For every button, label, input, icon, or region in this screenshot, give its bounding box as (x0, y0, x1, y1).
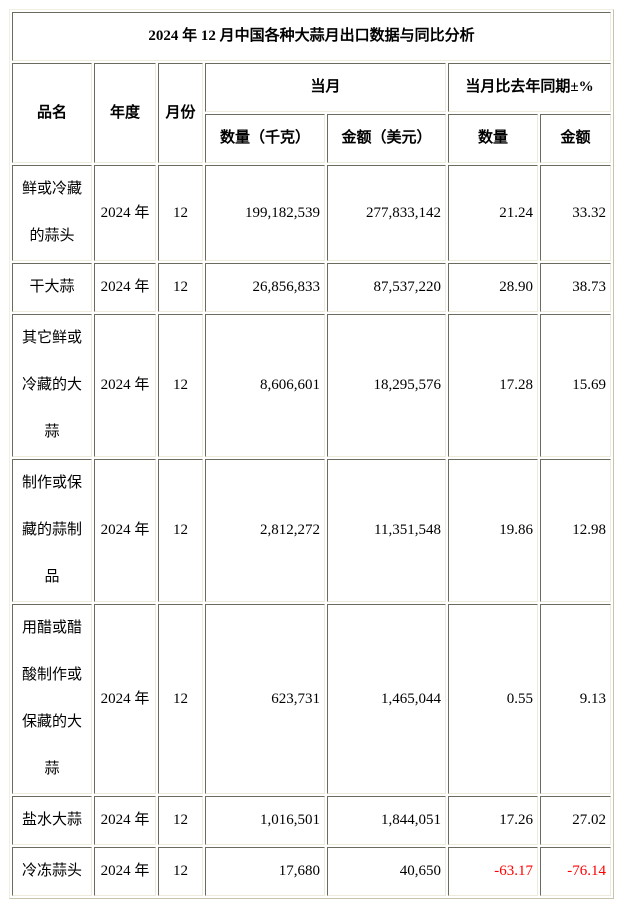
year-cell: 2024 年 (94, 459, 156, 602)
year-cell: 2024 年 (94, 314, 156, 457)
yoy-quantity-cell: 19.86 (448, 459, 538, 602)
amount-cell: 11,351,548 (327, 459, 446, 602)
year-cell: 2024 年 (94, 263, 156, 312)
table-row: 干大蒜 2024 年 12 26,856,833 87,537,220 28.9… (12, 263, 611, 312)
header-product: 品名 (12, 63, 92, 163)
year-cell: 2024 年 (94, 165, 156, 261)
year-cell: 2024 年 (94, 796, 156, 845)
yoy-amount-cell: 38.73 (540, 263, 611, 312)
table-row: 用醋或醋酸制作或保藏的大蒜 2024 年 12 623,731 1,465,04… (12, 604, 611, 794)
yoy-quantity-cell: 17.26 (448, 796, 538, 845)
header-yoy-amount: 金额 (540, 114, 611, 163)
amount-cell: 1,465,044 (327, 604, 446, 794)
quantity-cell: 1,016,501 (205, 796, 325, 845)
quantity-cell: 17,680 (205, 847, 325, 896)
product-name-cell: 干大蒜 (12, 263, 92, 312)
yoy-amount-cell: 9.13 (540, 604, 611, 794)
yoy-amount-cell: 12.98 (540, 459, 611, 602)
header-year: 年度 (94, 63, 156, 163)
quantity-cell: 199,182,539 (205, 165, 325, 261)
product-name-cell: 冷冻蒜头 (12, 847, 92, 896)
yoy-amount-cell: 27.02 (540, 796, 611, 845)
yoy-amount-cell: -76.14 (540, 847, 611, 896)
yoy-amount-cell: 15.69 (540, 314, 611, 457)
quantity-cell: 8,606,601 (205, 314, 325, 457)
yoy-quantity-cell: 21.24 (448, 165, 538, 261)
month-cell: 12 (158, 796, 203, 845)
quantity-cell: 2,812,272 (205, 459, 325, 602)
header-yoy-quantity: 数量 (448, 114, 538, 163)
month-cell: 12 (158, 314, 203, 457)
month-cell: 12 (158, 263, 203, 312)
year-cell: 2024 年 (94, 604, 156, 794)
yoy-quantity-cell: 17.28 (448, 314, 538, 457)
header-month: 月份 (158, 63, 203, 163)
product-name-cell: 盐水大蒜 (12, 796, 92, 845)
amount-cell: 277,833,142 (327, 165, 446, 261)
table-row: 冷冻蒜头 2024 年 12 17,680 40,650 -63.17 -76.… (12, 847, 611, 896)
month-cell: 12 (158, 847, 203, 896)
header-yoy-group: 当月比去年同期±% (448, 63, 611, 112)
header-quantity-kg: 数量（千克） (205, 114, 325, 163)
amount-cell: 87,537,220 (327, 263, 446, 312)
table-row: 制作或保藏的蒜制品 2024 年 12 2,812,272 11,351,548… (12, 459, 611, 602)
amount-cell: 1,844,051 (327, 796, 446, 845)
title-row: 2024 年 12 月中国各种大蒜月出口数据与同比分析 (12, 12, 611, 61)
product-name-cell: 制作或保藏的蒜制品 (12, 459, 92, 602)
table-row: 盐水大蒜 2024 年 12 1,016,501 1,844,051 17.26… (12, 796, 611, 845)
year-cell: 2024 年 (94, 847, 156, 896)
amount-cell: 18,295,576 (327, 314, 446, 457)
month-cell: 12 (158, 604, 203, 794)
table-title: 2024 年 12 月中国各种大蒜月出口数据与同比分析 (12, 12, 611, 61)
month-cell: 12 (158, 459, 203, 602)
yoy-amount-cell: 33.32 (540, 165, 611, 261)
quantity-cell: 26,856,833 (205, 263, 325, 312)
header-current-month-group: 当月 (205, 63, 446, 112)
product-name-cell: 其它鲜或冷藏的大蒜 (12, 314, 92, 457)
header-row-group: 品名 年度 月份 当月 当月比去年同期±% (12, 63, 611, 163)
header-row-sub: 数量（千克） 金额（美元） 数量 金额 (12, 114, 611, 163)
yoy-quantity-cell: 0.55 (448, 604, 538, 794)
quantity-cell: 623,731 (205, 604, 325, 794)
product-name-cell: 鲜或冷藏的蒜头 (12, 165, 92, 261)
month-cell: 12 (158, 165, 203, 261)
yoy-quantity-cell: -63.17 (448, 847, 538, 896)
product-name-cell: 用醋或醋酸制作或保藏的大蒜 (12, 604, 92, 794)
amount-cell: 40,650 (327, 847, 446, 896)
yoy-quantity-cell: 28.90 (448, 263, 538, 312)
garlic-export-table: 2024 年 12 月中国各种大蒜月出口数据与同比分析 品名 年度 月份 当月 … (9, 9, 614, 899)
table-row: 其它鲜或冷藏的大蒜 2024 年 12 8,606,601 18,295,576… (12, 314, 611, 457)
header-amount-usd: 金额（美元） (327, 114, 446, 163)
table-row: 鲜或冷藏的蒜头 2024 年 12 199,182,539 277,833,14… (12, 165, 611, 261)
